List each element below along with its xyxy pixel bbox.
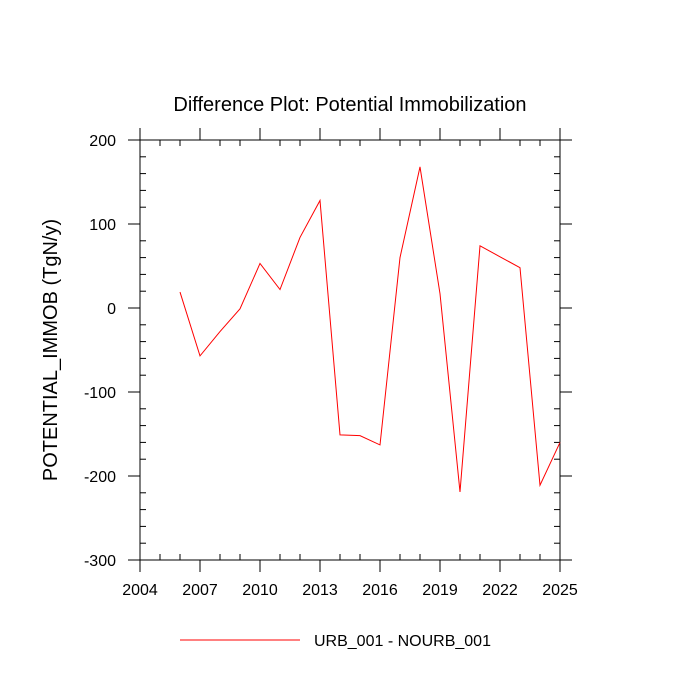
x-tick-label: 2025 xyxy=(542,582,578,599)
x-tick-label: 2004 xyxy=(122,582,158,599)
data-point xyxy=(519,267,521,269)
series-line xyxy=(179,166,561,493)
data-point xyxy=(299,237,301,239)
data-point xyxy=(539,484,541,486)
x-tick-label: 2010 xyxy=(242,582,278,599)
y-tick-label: -100 xyxy=(84,385,116,402)
data-point xyxy=(379,444,381,446)
data-point xyxy=(359,435,361,437)
data-point xyxy=(339,434,341,436)
axes: 2004 2007 2010 2013 2016 2019 2022 2025 -300 -200… xyxy=(84,128,578,599)
y-axis-label: POTENTIAL_IMMOB (TgN/y) xyxy=(40,219,62,481)
x-tick-label: 2007 xyxy=(182,582,218,599)
y-tick-label: -200 xyxy=(84,469,116,486)
chart-title: Difference Plot: Potential Immobilizatio… xyxy=(173,94,526,116)
y-tick-label: 0 xyxy=(107,301,116,318)
y-tick-label: 200 xyxy=(89,133,116,150)
x-tick-label: 2019 xyxy=(422,582,458,599)
legend-label: URB_001 - NOURB_001 xyxy=(314,633,491,650)
x-tick-label: 2013 xyxy=(302,582,338,599)
data-point xyxy=(499,256,501,258)
data-point xyxy=(279,289,281,291)
data-point xyxy=(419,166,421,168)
data-point xyxy=(259,263,261,265)
data-point xyxy=(179,291,181,293)
legend: URB_001 - NOURB_001 xyxy=(180,633,491,650)
data-point xyxy=(319,200,321,202)
x-tick-label: 2022 xyxy=(482,582,518,599)
data-point xyxy=(559,442,561,444)
plot-frame xyxy=(139,139,561,561)
data-point xyxy=(239,308,241,310)
data-point xyxy=(439,293,441,295)
data-point xyxy=(479,245,481,247)
data-point xyxy=(459,491,461,493)
plot-area xyxy=(179,166,561,493)
x-tick-label: 2016 xyxy=(362,582,398,599)
data-point xyxy=(199,355,201,357)
data-point xyxy=(219,331,221,333)
y-tick-label: -300 xyxy=(84,553,116,570)
y-tick-label: 100 xyxy=(89,217,116,234)
data-point xyxy=(399,257,401,259)
